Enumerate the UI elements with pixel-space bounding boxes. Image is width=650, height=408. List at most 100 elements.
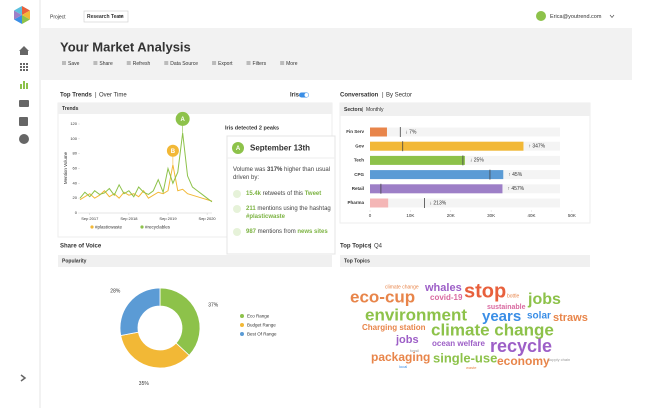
nav-alert[interactable]	[19, 134, 29, 144]
toggle-knob	[304, 93, 309, 97]
word: ocean welfare	[432, 339, 485, 348]
y-tick-label: Retail	[352, 186, 364, 191]
peak-badge-label: A	[236, 146, 241, 152]
y-tick-label: 80	[73, 151, 78, 156]
item-text: 211 mentions using the hashtag #plasticw…	[246, 205, 331, 221]
legend-swatch	[140, 225, 144, 229]
item-icon	[233, 190, 241, 198]
toolbar-button[interactable]: Data Source	[170, 61, 198, 67]
insight-text-part: higher than usual driven by:	[233, 167, 331, 181]
bar	[370, 141, 524, 151]
insight-text-part: 15.4k	[246, 191, 262, 197]
panel-header	[340, 103, 590, 116]
y-tick-label: 60	[73, 166, 78, 171]
nav-expand[interactable]	[20, 374, 27, 382]
insight-item: 987 mentions from news sites	[233, 228, 331, 236]
item-icon	[233, 228, 241, 236]
toolbar-icon	[246, 61, 251, 65]
change-label: ↑ 45%	[508, 172, 522, 178]
word: bottle	[507, 293, 519, 299]
legend-swatch	[240, 332, 244, 336]
change-label: ↓ 25%	[470, 158, 484, 164]
toolbar-button[interactable]: Filters	[253, 61, 267, 67]
nav-briefcase[interactable]	[19, 100, 29, 107]
y-tick-label: 0	[75, 210, 78, 215]
insight-text-part: mentions using the hashtag	[255, 206, 331, 212]
page-title: Your Market Analysis	[60, 39, 191, 54]
donut-segment	[159, 287, 201, 356]
insight-text-part: news sites	[297, 229, 328, 235]
toolbar-icon	[212, 61, 217, 65]
word: climate change	[385, 284, 419, 290]
donut-segment	[120, 331, 190, 369]
panel-title: Trends	[62, 106, 79, 112]
word: packaging	[371, 350, 430, 364]
bar	[370, 170, 504, 180]
word: years	[482, 308, 521, 325]
insight-heading: Iris detected 2 peaks	[225, 125, 279, 131]
x-tick-label: Sep 2017	[81, 216, 99, 221]
legend-label: Eco Range	[247, 314, 270, 319]
word: environment	[365, 305, 467, 324]
change-label: ↑ 347%	[528, 144, 545, 150]
word: climate change	[431, 320, 554, 339]
project-dropdown[interactable]	[83, 10, 129, 23]
user-email: Erica@youtrend.com	[550, 14, 602, 20]
word: single-use	[433, 350, 497, 365]
value-label: 28%	[110, 288, 121, 294]
donut-segment	[119, 287, 161, 336]
bar	[370, 127, 387, 137]
nav-grid[interactable]	[20, 63, 28, 71]
nav-home[interactable]	[19, 46, 29, 55]
section-title: Top Trends	[60, 93, 93, 99]
separator: |	[382, 93, 384, 99]
item-icon	[233, 205, 241, 213]
section-subtitle: Q4	[374, 244, 383, 250]
insight-body: Volume was 317% higher than usual driven…	[233, 166, 331, 236]
panel-title: Popularity	[62, 258, 87, 264]
x-tick-label: 40K	[528, 213, 536, 218]
word: waste	[466, 365, 477, 370]
avatar[interactable]	[536, 11, 546, 21]
y-tick-label: Fin Serv	[346, 129, 364, 134]
x-tick-label: 30K	[487, 213, 495, 218]
bar-track	[370, 155, 560, 165]
annotation-badge	[175, 111, 190, 126]
item-text: 15.4k retweets of this Tweet	[246, 190, 321, 198]
toolbar-button[interactable]: Save	[68, 61, 80, 67]
word: whales	[424, 282, 462, 294]
x-tick-label: Sep 2018	[120, 216, 138, 221]
word: supply chain	[548, 357, 570, 362]
separator: |	[362, 107, 363, 113]
insight-text-part: 211	[246, 206, 256, 212]
word: local	[399, 364, 407, 369]
nav-report[interactable]	[19, 117, 28, 126]
insight-text: Volume was 317% higher than usual driven…	[233, 166, 331, 236]
section-subtitle: Over Time	[99, 93, 127, 99]
toolbar-button[interactable]: Refresh	[133, 61, 151, 67]
legend-label: Best Of Range	[247, 332, 277, 337]
section-title: Top Topics	[340, 244, 372, 250]
bar-track	[370, 198, 560, 208]
word: jobs	[395, 334, 419, 346]
annotation-badge	[166, 144, 179, 157]
change-label: ↑ 457%	[507, 186, 524, 192]
peak-badge	[232, 142, 244, 154]
toolbar-button[interactable]: Export	[218, 61, 233, 67]
insight-card	[226, 135, 336, 255]
chevron[interactable]	[609, 14, 615, 19]
toolbar-button[interactable]: More	[286, 61, 298, 67]
nav-icons[interactable]	[19, 46, 29, 382]
bar	[370, 198, 389, 208]
nav-analytics[interactable]	[20, 81, 28, 89]
y-tick-label: 100	[70, 136, 77, 141]
bar	[370, 184, 503, 194]
legend-label: Budget Range	[247, 323, 276, 328]
project-value: Research Team	[87, 14, 124, 20]
word: Charging station	[362, 323, 426, 332]
section-title: Share of Voice	[60, 244, 102, 250]
insight-text-part: Volume was	[233, 167, 268, 173]
bar	[370, 155, 465, 165]
toolbar-button[interactable]: Share	[99, 61, 113, 67]
